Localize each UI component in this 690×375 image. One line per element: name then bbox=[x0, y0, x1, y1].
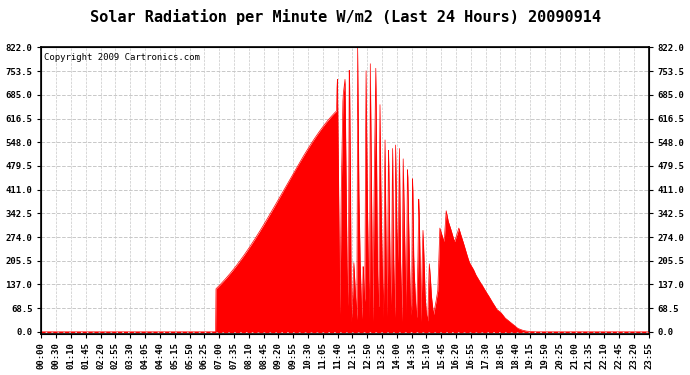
Text: Copyright 2009 Cartronics.com: Copyright 2009 Cartronics.com bbox=[44, 53, 200, 62]
Text: Solar Radiation per Minute W/m2 (Last 24 Hours) 20090914: Solar Radiation per Minute W/m2 (Last 24… bbox=[90, 9, 600, 26]
